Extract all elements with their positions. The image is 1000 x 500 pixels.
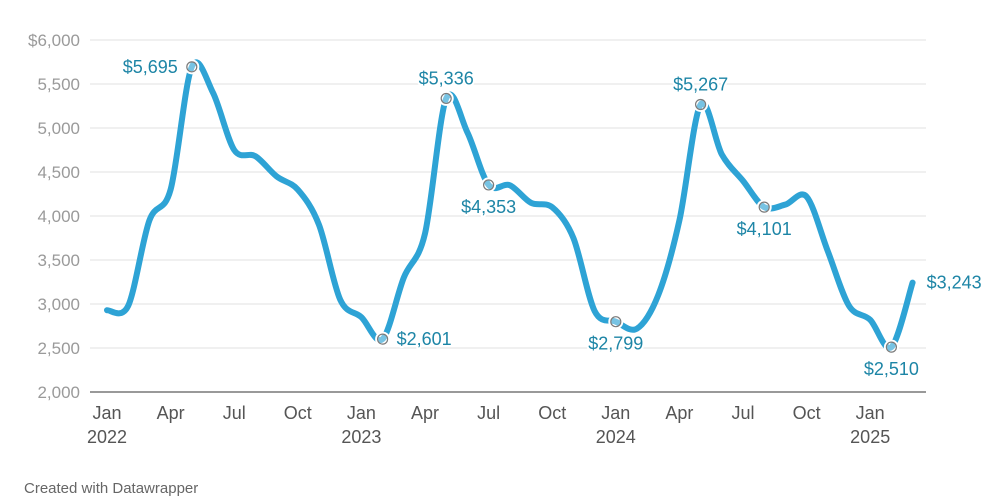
annotation-marker-halo bbox=[184, 59, 200, 75]
annotation-marker bbox=[377, 333, 389, 345]
annotation-marker bbox=[694, 98, 707, 111]
x-tick-label: Apr bbox=[411, 403, 439, 423]
y-tick-label: 5,500 bbox=[37, 75, 80, 94]
x-tick-label: Oct bbox=[538, 403, 566, 423]
series-line bbox=[104, 59, 916, 351]
x-axis-ticks: Jan 2022 Apr Jul Oct Jan 2023 Apr Jul Oct Jan 2024 A… bbox=[87, 403, 890, 447]
x-tick-label: Jan bbox=[601, 403, 630, 423]
y-tick-label: 4,000 bbox=[37, 207, 80, 226]
data-label: $2,510 bbox=[864, 359, 919, 379]
x-tick-label: Oct bbox=[284, 403, 312, 423]
annotation-marker-halo bbox=[375, 331, 391, 347]
data-label: $4,101 bbox=[737, 219, 792, 239]
data-label: $3,243 bbox=[927, 273, 982, 293]
x-tick-label: Jul bbox=[477, 403, 500, 423]
x-tick-label: Jul bbox=[731, 403, 754, 423]
x-tick-label: Jan bbox=[347, 403, 376, 423]
data-label: $4,353 bbox=[461, 197, 516, 217]
x-tick-label: Jan bbox=[856, 403, 885, 423]
data-label-halo: $5,695 bbox=[123, 57, 178, 77]
datawrapper-credit: Created with Datawrapper bbox=[24, 480, 199, 497]
data-label-halo: $4,353 bbox=[461, 197, 516, 217]
data-label: $5,336 bbox=[419, 68, 474, 88]
y-tick-label: 2,000 bbox=[37, 383, 80, 402]
y-axis-ticks: 2,000 2,500 3,000 3,500 4,000 4,500 5,000 5,500… bbox=[28, 31, 80, 402]
y-tick-label: $6,000 bbox=[28, 31, 80, 50]
y-tick-label: 4,500 bbox=[37, 163, 80, 182]
data-label-halo: $2,601 bbox=[397, 329, 452, 349]
annotation-marker-halo bbox=[693, 97, 709, 113]
annotation-marker bbox=[758, 201, 770, 213]
annotation-marker bbox=[885, 341, 898, 353]
x-tick-year-label: 2024 bbox=[596, 427, 636, 447]
x-tick-label: Oct bbox=[793, 403, 821, 423]
x-tick-label: Apr bbox=[665, 403, 693, 423]
annotation-marker-halo bbox=[756, 199, 772, 215]
annotation-marker bbox=[610, 316, 622, 328]
y-tick-label: 5,000 bbox=[37, 119, 80, 138]
gridlines bbox=[90, 39, 926, 393]
data-label: $5,695 bbox=[123, 57, 178, 77]
x-tick-year-label: 2022 bbox=[87, 427, 127, 447]
y-tick-label: 2,500 bbox=[37, 339, 80, 358]
data-label-halo: $5,336 bbox=[419, 68, 474, 88]
x-tick-year-label: 2023 bbox=[341, 427, 381, 447]
annotation-marker bbox=[186, 61, 198, 73]
annotation-marker bbox=[440, 92, 452, 105]
annotation-marker-halo bbox=[883, 339, 899, 355]
annotation-marker-halo bbox=[438, 90, 454, 106]
series-line-group bbox=[104, 59, 916, 351]
data-label: $2,601 bbox=[397, 329, 452, 349]
y-tick-label: 3,500 bbox=[37, 251, 80, 270]
data-label-halo: $4,101 bbox=[737, 219, 792, 239]
annotation-marker bbox=[483, 179, 495, 191]
annotation-markers bbox=[184, 59, 899, 355]
annotation-marker-halo bbox=[481, 177, 497, 193]
data-label-halo: $5,267 bbox=[673, 75, 728, 95]
x-tick-label: Apr bbox=[157, 403, 185, 423]
x-tick-label: Jan bbox=[92, 403, 121, 423]
data-label-halo: $2,799 bbox=[588, 334, 643, 354]
data-label-halo: $3,243 bbox=[927, 273, 982, 293]
y-tick-label: 3,000 bbox=[37, 295, 80, 314]
annotation-labels: $5,695$5,695$2,601$2,601$5,336$5,336$4,3… bbox=[121, 55, 984, 381]
annotation-marker-halo bbox=[608, 314, 624, 330]
data-label: $2,799 bbox=[588, 334, 643, 354]
x-tick-label: Jul bbox=[223, 403, 246, 423]
data-label: $5,267 bbox=[673, 75, 728, 95]
data-label-halo: $2,510 bbox=[864, 359, 919, 379]
x-tick-year-label: 2025 bbox=[850, 427, 890, 447]
